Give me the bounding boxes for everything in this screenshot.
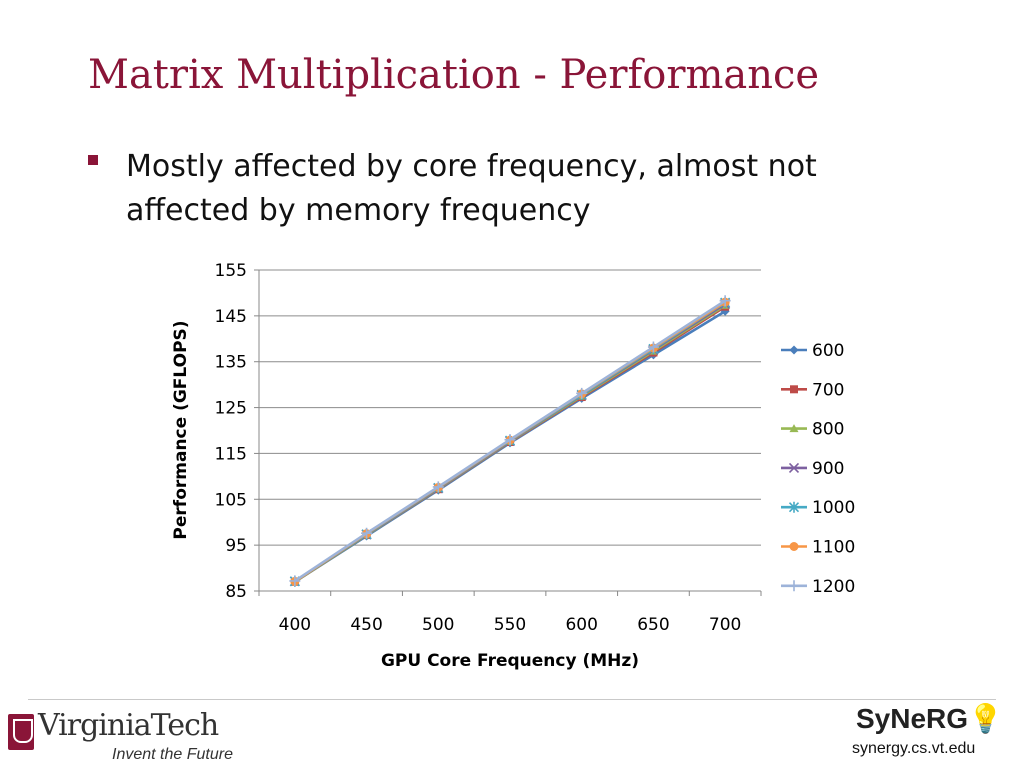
vt-shield-icon [8, 714, 34, 750]
legend-label-900: 900 [812, 459, 844, 479]
chart-axes: 85 95 105 115 125 135 145 155 400 450 500 550 600 650… [215, 261, 762, 635]
y-tick-label: 125 [215, 399, 247, 419]
data-point-1200 [576, 387, 588, 399]
legend-item-1100: 1100 [781, 538, 855, 558]
legend-label-800: 800 [812, 420, 844, 440]
y-tick-label: 135 [215, 353, 247, 373]
data-point-1200 [289, 575, 301, 587]
chart-legend: 600 700 800 900 1000 1100 1200 [781, 341, 855, 597]
legend-label-600: 600 [812, 341, 844, 361]
x-tick-label: 500 [422, 615, 454, 635]
legend-label-1100: 1100 [812, 538, 855, 558]
x-axis-label: GPU Core Frequency (MHz) [381, 651, 639, 671]
legend-marker-1000 [788, 501, 800, 513]
chart-grid [259, 269, 761, 592]
legend-marker-800 [789, 424, 799, 433]
vt-logo-wordmark: VirginiaTech [38, 708, 219, 743]
slide-title: Matrix Multiplication - Performance [88, 52, 820, 98]
y-tick-label: 115 [215, 444, 247, 464]
legend-label-1000: 1000 [812, 498, 855, 518]
vt-tagline: Invent the Future [112, 746, 233, 763]
legend-item-700: 700 [781, 380, 844, 400]
data-point-1200 [432, 481, 444, 493]
legend-marker-1200 [788, 580, 800, 592]
x-tick-label: 600 [565, 615, 597, 635]
data-point-1200 [361, 527, 373, 539]
chart-series [289, 295, 731, 587]
legend-item-900: 900 [781, 459, 844, 479]
x-tick-label: 450 [350, 615, 382, 635]
synergy-url: synergy.cs.vt.edu [852, 740, 976, 757]
footer-divider [28, 699, 996, 700]
y-tick-label: 85 [225, 582, 247, 602]
virginia-tech-logo: VirginiaTech Invent the Future [8, 708, 248, 768]
series-600 [290, 306, 730, 587]
y-tick-label: 155 [215, 261, 247, 281]
lightbulb-icon: 💡 [968, 703, 1003, 734]
y-tick-label: 145 [215, 307, 247, 327]
x-tick-label: 650 [637, 615, 669, 635]
legend-marker-700 [790, 385, 798, 394]
legend-item-1000: 1000 [781, 498, 855, 518]
performance-line-chart: 85 95 105 115 125 135 145 155 400 450 500 550 600 650… [171, 261, 855, 671]
x-tick-label: 550 [494, 615, 526, 635]
x-tick-label: 400 [279, 615, 311, 635]
y-tick-label: 95 [225, 536, 247, 556]
data-point-1200 [647, 341, 659, 353]
legend-item-800: 800 [781, 420, 844, 440]
synergy-logo: SyNeRG💡 [856, 702, 1003, 735]
series-1200 [289, 295, 731, 587]
legend-label-1200: 1200 [812, 577, 855, 597]
legend-marker-1100 [789, 542, 799, 551]
y-tick-label: 105 [215, 490, 247, 510]
legend-marker-600 [789, 345, 799, 355]
legend-label-700: 700 [812, 380, 844, 400]
y-axis-label: Performance (GFLOPS) [171, 320, 191, 539]
legend-item-1200: 1200 [781, 577, 855, 597]
x-tick-label: 700 [709, 615, 741, 635]
data-point-1200 [504, 434, 516, 446]
legend-marker-900 [788, 462, 800, 473]
data-point-1200 [719, 295, 731, 307]
bullet-text: Mostly affected by core frequency, almos… [126, 149, 817, 228]
legend-item-600: 600 [781, 341, 844, 361]
bullet-square-icon [88, 155, 98, 165]
synergy-logo-text: SyNeRG [856, 703, 969, 734]
